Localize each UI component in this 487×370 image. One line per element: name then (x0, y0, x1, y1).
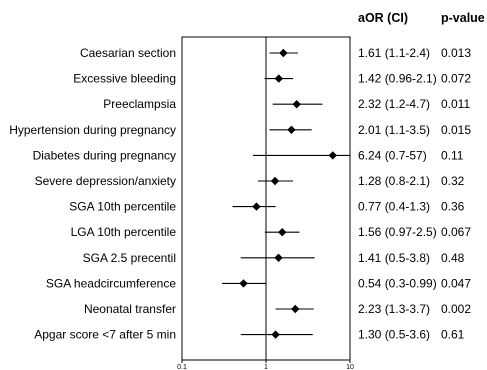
estimate-ci-text: 1.28 (0.8-2.1) (358, 174, 430, 188)
row-label: Preeclampsia (103, 97, 176, 111)
estimate-ci-text: 2.32 (1.2-4.7) (358, 97, 430, 111)
p-value-text: 0.067 (441, 225, 471, 239)
p-value-text: 0.002 (441, 302, 471, 316)
row-label: Severe depression/anxiety (35, 174, 176, 188)
forest-row: SGA 10th percentile 0.77 (0.4-1.3) 0.36 (69, 200, 464, 214)
x-tick-label: 0.1 (177, 364, 187, 370)
p-value-text: 0.013 (441, 46, 471, 60)
forest-row: Hypertension during pregnancy 2.01 (1.1-3… (9, 123, 471, 137)
odds-ratio-marker (239, 279, 248, 288)
p-value-text: 0.072 (441, 72, 471, 86)
forest-rows: Caesarian section 1.61 (1.1-2.4) 0.013 Exce… (9, 46, 471, 342)
p-value-text: 0.011 (441, 97, 470, 111)
odds-ratio-marker (291, 304, 300, 314)
forest-row: LGA 10th percentile 1.56 (0.97-2.5) 0.067 (71, 225, 472, 239)
estimate-ci-text: 0.77 (0.4-1.3) (358, 200, 430, 214)
p-value-text: 0.32 (441, 174, 465, 188)
odds-ratio-marker (274, 74, 283, 83)
column-headers: aOR (CI) p-value (358, 11, 485, 25)
estimate-ci-text: 2.23 (1.3-3.7) (358, 302, 430, 316)
row-label: SGA 10th percentile (69, 200, 176, 214)
estimate-ci-text: 1.30 (0.5-3.6) (358, 328, 430, 342)
odds-ratio-marker (271, 330, 280, 339)
odds-ratio-marker (287, 125, 296, 134)
forest-row: SGA 2.5 precentil 1.41 (0.5-3.8) 0.48 (83, 251, 465, 265)
p-value-text: 0.11 (441, 148, 464, 162)
estimate-ci-text: 0.54 (0.3-0.99) (358, 276, 437, 290)
p-value-text: 0.015 (441, 123, 471, 137)
estimate-ci-text: 6.24 (0.7-57) (358, 148, 427, 162)
odds-ratio-marker (252, 202, 261, 211)
forest-row: Excessive bleeding 1.42 (0.96-2.1) 0.072 (73, 72, 471, 86)
row-label: Diabetes during pregnancy (33, 148, 176, 162)
odds-ratio-marker (278, 228, 287, 237)
forest-row: Neonatal transfer 2.23 (1.3-3.7) 0.002 (84, 302, 471, 316)
row-label: SGA 2.5 precentil (83, 251, 176, 265)
estimate-ci-text: 2.01 (1.1-3.5) (358, 123, 430, 137)
odds-ratio-marker (270, 176, 280, 186)
row-label: Neonatal transfer (84, 302, 176, 316)
odds-ratio-marker (279, 48, 288, 58)
forest-row: SGA headcircumference 0.54 (0.3-0.99) 0.04… (46, 276, 471, 290)
p-value-text: 0.48 (441, 251, 465, 265)
x-tick-label: 10 (346, 364, 354, 370)
forest-row: Caesarian section 1.61 (1.1-2.4) 0.013 (80, 46, 471, 60)
p-value-text: 0.047 (441, 276, 471, 290)
forest-row: Severe depression/anxiety 1.28 (0.8-2.1) 0… (35, 174, 465, 188)
forest-row: Preeclampsia 2.32 (1.2-4.7) 0.011 (103, 97, 470, 111)
odds-ratio-marker (274, 253, 283, 262)
row-label: LGA 10th percentile (71, 225, 177, 239)
odds-ratio-marker (328, 151, 337, 160)
estimate-ci-text: 1.61 (1.1-2.4) (358, 46, 430, 60)
estimate-column-header: aOR (CI) (358, 11, 408, 25)
row-label: Hypertension during pregnancy (9, 123, 176, 137)
odds-ratio-marker (292, 100, 301, 109)
p-value-text: 0.61 (441, 328, 465, 342)
estimate-ci-text: 1.56 (0.97-2.5) (358, 225, 437, 239)
forest-row: Diabetes during pregnancy 6.24 (0.7-57) 0.… (33, 148, 464, 162)
row-label: Caesarian section (80, 46, 176, 60)
estimate-ci-text: 1.42 (0.96-2.1) (358, 72, 437, 86)
x-tick-label: 1 (264, 364, 268, 370)
row-label: Apgar score <7 after 5 min (34, 328, 176, 342)
forest-row: Apgar score <7 after 5 min 1.30 (0.5-3.6)… (34, 328, 464, 342)
x-axis: 0.1 1 10 (177, 360, 354, 370)
pvalue-column-header: p-value (441, 11, 485, 25)
row-label: Excessive bleeding (73, 72, 176, 86)
p-value-text: 0.36 (441, 200, 465, 214)
row-label: SGA headcircumference (46, 276, 176, 290)
estimate-ci-text: 1.41 (0.5-3.8) (358, 251, 430, 265)
